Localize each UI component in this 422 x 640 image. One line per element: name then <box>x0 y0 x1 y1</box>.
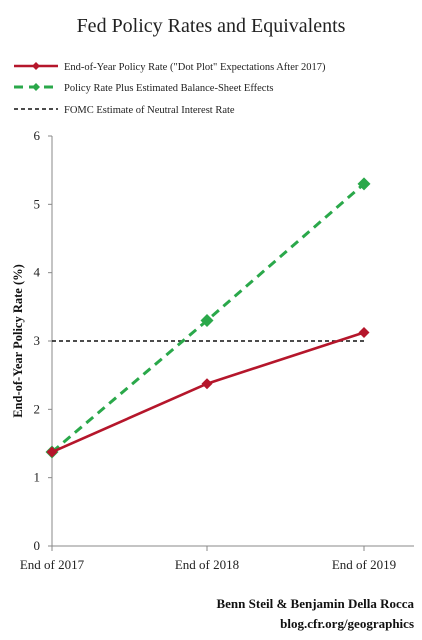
x-tick-label: End of 2017 <box>20 557 85 572</box>
x-tick-label: End of 2019 <box>332 557 396 572</box>
axes: 0 1 2 3 4 5 6 End of 2017 End of 2018 End of 2019 <box>20 128 414 572</box>
y-tick-label: 6 <box>34 128 41 143</box>
legend-marker-1 <box>32 83 40 91</box>
series-1-point-2 <box>357 177 371 191</box>
series-0-point-2 <box>358 326 370 338</box>
legend-label-1: Policy Rate Plus Estimated Balance-Sheet… <box>64 83 273 94</box>
credit-url: blog.cfr.org/geographics <box>280 616 414 631</box>
series-0-point-1 <box>201 378 213 390</box>
y-axis-label: End-of-Year Policy Rate (%) <box>11 264 25 418</box>
legend: End-of-Year Policy Rate ("Dot Plot" Expe… <box>14 62 326 116</box>
series-line-0 <box>51 331 365 454</box>
y-tick-label: 3 <box>34 333 41 348</box>
series-1-point-1 <box>200 314 214 327</box>
series-0-point-0 <box>46 446 58 458</box>
y-tick-label: 5 <box>34 196 41 211</box>
y-tick-label: 2 <box>34 401 41 416</box>
plot-area <box>45 177 371 459</box>
y-tick-label: 0 <box>34 538 41 553</box>
y-tick-label: 1 <box>34 470 41 485</box>
legend-label-0: End-of-Year Policy Rate ("Dot Plot" Expe… <box>64 62 326 73</box>
legend-marker-0 <box>32 62 40 70</box>
y-tick-label: 4 <box>34 265 41 280</box>
chart-title: Fed Policy Rates and Equivalents <box>77 15 346 37</box>
x-tick-label: End of 2018 <box>175 557 239 572</box>
credit-authors: Benn Steil & Benjamin Della Rocca <box>216 596 414 611</box>
legend-label-2: FOMC Estimate of Neutral Interest Rate <box>64 105 235 116</box>
